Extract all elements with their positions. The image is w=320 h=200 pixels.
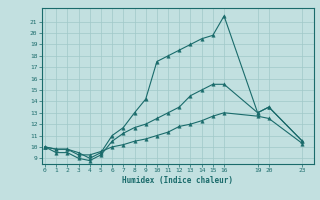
X-axis label: Humidex (Indice chaleur): Humidex (Indice chaleur): [122, 176, 233, 185]
